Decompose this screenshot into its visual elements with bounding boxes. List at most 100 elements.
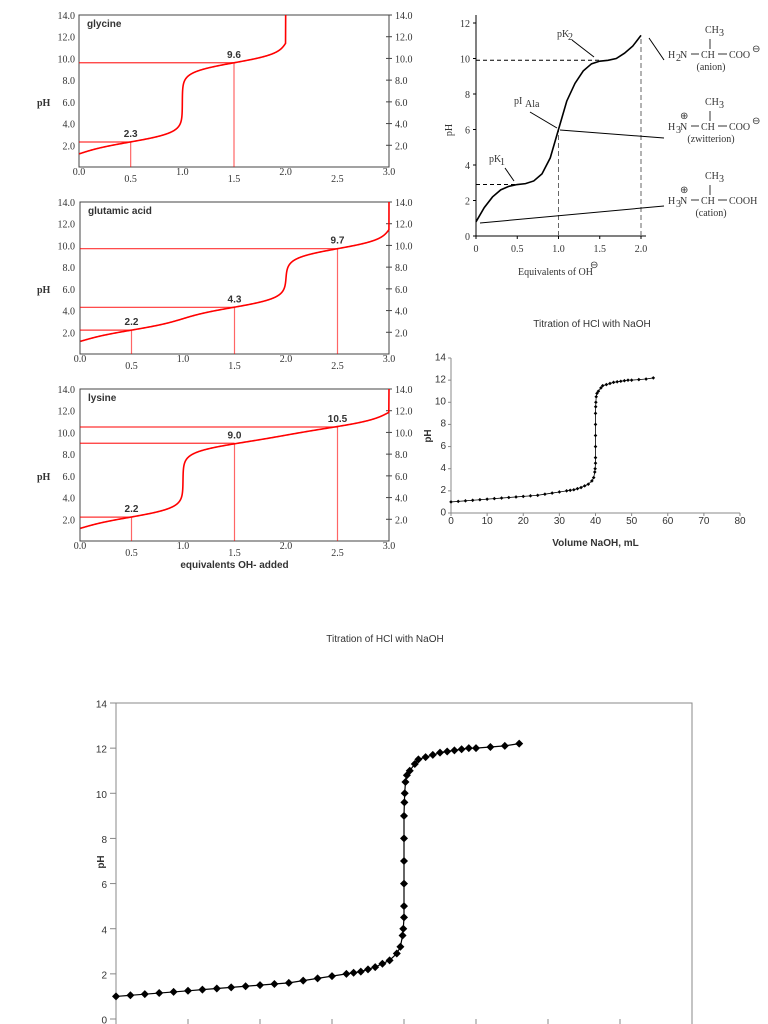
data-point [615, 380, 619, 384]
data-point [622, 378, 627, 383]
data-point [392, 949, 401, 958]
data-point [436, 748, 444, 757]
y-tick-label: 6.0 [63, 472, 76, 483]
data-point [572, 487, 576, 492]
data-point [472, 744, 480, 753]
data-point [405, 766, 414, 775]
data-point [499, 496, 504, 500]
data-point [212, 984, 221, 993]
y-tick-label: 8.0 [63, 450, 76, 461]
data-point [342, 969, 351, 978]
y-tick-label: 14.0 [58, 198, 76, 209]
data-point [596, 389, 601, 394]
y-tick-label: 6 [440, 441, 446, 452]
amine-n: N [680, 50, 687, 61]
y-tick-label-right: 14.0 [395, 11, 413, 22]
x-tick-label: 2.5 [331, 361, 344, 372]
y-tick-label-right: 12.0 [395, 33, 413, 44]
y-tick-label-right: 8.0 [395, 263, 408, 274]
pka-label: 9.0 [228, 430, 242, 441]
pka-label: 9.6 [227, 50, 241, 61]
y-tick-label: 2 [440, 485, 446, 496]
data-point [485, 497, 489, 501]
y-tick-label: 14 [435, 352, 447, 363]
y-tick-label: 4 [465, 161, 470, 172]
data-point [328, 972, 336, 981]
data-point [600, 383, 605, 388]
data-point [198, 985, 207, 994]
y-tick-label-right: 10.0 [395, 54, 413, 65]
x-tick-label: 1.0 [177, 541, 190, 552]
y-tick-label: 6 [101, 880, 107, 891]
y-axis-label: pH [37, 98, 51, 109]
data-point [443, 747, 452, 756]
titration-curve [80, 201, 390, 343]
data-point [592, 470, 597, 474]
x-tick-label: 1.5 [594, 244, 607, 255]
y-tick-label: 14.0 [58, 11, 76, 22]
y-tick-label: 12.0 [58, 407, 76, 418]
data-point [421, 753, 430, 762]
arrow [529, 111, 558, 129]
structure-caption: (zwitterion) [687, 134, 734, 145]
subscript: 3 [676, 125, 681, 136]
subscript: 2 [676, 53, 681, 64]
data-point [184, 986, 192, 995]
x-tick-label: 0 [448, 516, 454, 527]
data-point [169, 987, 178, 996]
pka-label: 2.3 [124, 129, 138, 140]
x-tick-label: 30 [554, 516, 566, 527]
data-point [112, 992, 120, 1001]
y-tick-label: 8.0 [63, 76, 76, 87]
data-point [599, 386, 603, 390]
y-tick-label: 4 [440, 463, 446, 474]
x-tick-label: 2.0 [635, 244, 648, 255]
y-tick-label: 0 [440, 507, 446, 518]
alpha-carbon: CH [701, 50, 715, 61]
structure-caption: (cation) [695, 208, 726, 219]
positive-charge: ⊕ [680, 185, 688, 196]
data-point [593, 404, 598, 409]
data-point [564, 489, 569, 493]
data-point [528, 494, 533, 498]
x-tick-label: 0.5 [511, 244, 524, 255]
y-tick-label-right: 8.0 [395, 76, 408, 87]
y-tick-label: 14 [96, 700, 108, 711]
data-point [364, 965, 372, 974]
positive-charge: ⊕ [680, 111, 688, 122]
x-tick-label: 2.0 [280, 354, 293, 365]
data-point [594, 394, 599, 399]
data-point [410, 759, 419, 768]
y-tick-label-right: 6.0 [395, 472, 408, 483]
x-tick-label: 3.0 [383, 541, 396, 552]
data-point [651, 376, 656, 380]
data-point [400, 811, 408, 820]
y-tick-label: 2.0 [63, 141, 76, 152]
data-point [478, 497, 482, 502]
data-point [400, 879, 408, 888]
methyl-group: CH [705, 97, 719, 108]
y-tick-label: 2 [101, 970, 107, 981]
data-point [543, 492, 547, 496]
data-point [371, 963, 380, 972]
titration-curve [115, 743, 520, 998]
x-axis-label: Equivalents of OH [518, 267, 593, 278]
data-point [644, 377, 648, 381]
x-tick-label: 2.5 [331, 174, 344, 185]
y-tick-label-right: 2.0 [395, 328, 408, 339]
alpha-carbon: CH [701, 122, 715, 133]
y-tick-label-right: 14.0 [395, 198, 413, 209]
data-point [155, 989, 164, 998]
x-tick-label: 60 [662, 516, 674, 527]
titration-curve [78, 14, 287, 155]
data-point [414, 755, 423, 764]
data-point [593, 455, 598, 460]
x-tick-label: 2.5 [331, 548, 344, 559]
y-tick-label: 0 [465, 232, 470, 243]
data-point [400, 857, 408, 865]
carboxyl-group: COO [729, 122, 750, 133]
data-point [470, 498, 475, 503]
y-tick-label: 4 [101, 925, 107, 936]
data-point [535, 493, 540, 498]
